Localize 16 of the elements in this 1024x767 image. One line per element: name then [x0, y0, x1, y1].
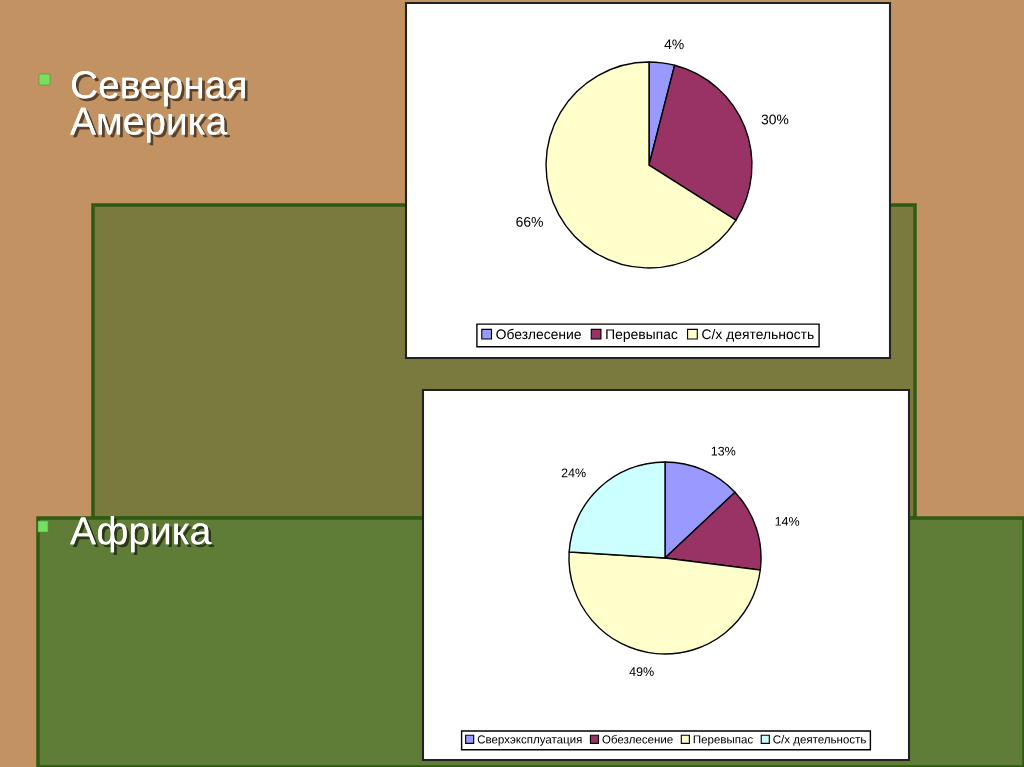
data-label: 49%	[629, 667, 654, 677]
data-label: 30%	[761, 114, 789, 125]
legend-label: Перевыпас	[693, 735, 753, 746]
legend-label: Перевыпас	[606, 329, 678, 342]
data-label: 13%	[711, 446, 736, 456]
data-label: 24%	[561, 468, 586, 478]
data-label: 66%	[516, 216, 543, 227]
text: Африка	[70, 516, 215, 556]
legend-label: С/х деятельность	[702, 328, 814, 342]
text: Северная Америка	[70, 71, 248, 146]
data-label: 4%	[664, 39, 684, 50]
legend-label: Сверхэксплуатация	[477, 735, 582, 746]
legend-label: С/х деятельность	[773, 735, 866, 746]
legend-label: Обезлесение	[496, 328, 581, 340]
legend-label: Обезлесение	[602, 734, 673, 744]
data-label: 14%	[775, 516, 800, 526]
